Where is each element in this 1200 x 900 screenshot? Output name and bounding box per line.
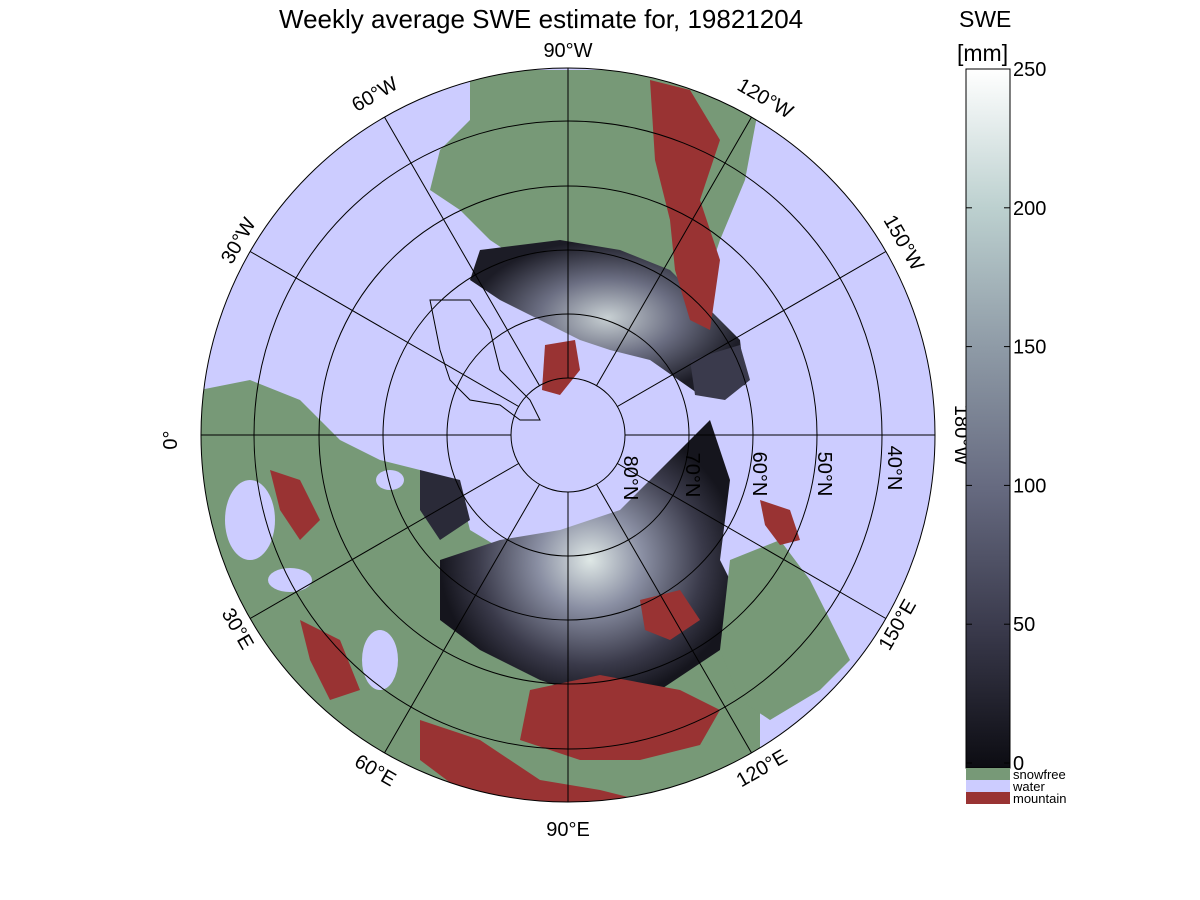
longitude-label-0: 0°	[160, 430, 182, 449]
meridian-line	[617, 463, 887, 619]
rocky-mountains	[650, 80, 720, 330]
meridian-line	[384, 116, 540, 386]
alps-mountains	[270, 470, 320, 540]
map-border	[200, 67, 936, 803]
alaska-snow	[690, 345, 750, 400]
legend-swatch-snowfree	[966, 768, 1010, 780]
meridian-line	[617, 251, 887, 407]
legend-swatch-water	[966, 780, 1010, 792]
central-asia-mountains	[520, 675, 720, 760]
meridian-line	[596, 484, 752, 754]
meridian-line	[384, 484, 540, 754]
meridian-line	[249, 251, 519, 407]
himalaya-mountains	[420, 720, 640, 802]
russian-far-east-landmass	[720, 540, 850, 720]
latitude-label-70n: 70°N	[681, 453, 703, 498]
longitude-label-60w: 60°W	[348, 73, 402, 117]
legend-swatch-mountain	[966, 792, 1010, 804]
caucasus-mountains	[300, 620, 360, 700]
legend-label-water: water	[1012, 779, 1045, 794]
east-siberia-mountains	[640, 590, 700, 640]
colorbar-ticks: 0 50 100 150 200 250	[966, 59, 1046, 775]
baltic-sea	[376, 470, 404, 490]
colorbar-title: SWE	[959, 6, 1012, 32]
longitude-label-90w: 90°W	[543, 40, 592, 62]
kamchatka-mountains	[760, 500, 800, 545]
caspian-sea	[362, 630, 398, 690]
meridian-line	[596, 116, 752, 386]
north-america-snow	[470, 240, 745, 395]
latitude-label-50n: 50°N	[813, 452, 835, 497]
legend-label-snowfree: snowfree	[1013, 767, 1066, 782]
colorbar: 0 50 100 150 200 250 snowfree water mountain	[965, 59, 1066, 806]
meridian-line	[249, 463, 519, 619]
colorbar-tick-label: 100	[1013, 475, 1046, 497]
svalbard-mountain	[542, 340, 580, 395]
latitude-label-60n: 60°N	[748, 452, 770, 497]
colorbar-tick-label: 0	[1013, 753, 1024, 775]
map-content	[201, 68, 935, 802]
map-title: Weekly average SWE estimate for, 1982120…	[279, 4, 804, 34]
scandinavia-snow	[420, 470, 470, 540]
colorbar-gradient	[965, 68, 1011, 769]
colorbar-unit: [mm]	[957, 40, 1009, 66]
legend-label-mountain: mountain	[1013, 791, 1066, 806]
colorbar-tick-label: 250	[1013, 59, 1046, 81]
latitude-label-40n: 40°N	[883, 446, 905, 491]
mediterranean-sea	[225, 480, 275, 560]
colorbar-tick-label: 200	[1013, 198, 1046, 220]
colorbar-tick-label: 50	[1013, 614, 1035, 636]
greenland-outline	[429, 299, 541, 421]
graticule	[201, 68, 935, 802]
latitude-label-80n: 80°N	[619, 456, 641, 501]
colorbar-tick-label: 150	[1013, 337, 1046, 359]
longitude-label-90e: 90°E	[546, 819, 590, 841]
